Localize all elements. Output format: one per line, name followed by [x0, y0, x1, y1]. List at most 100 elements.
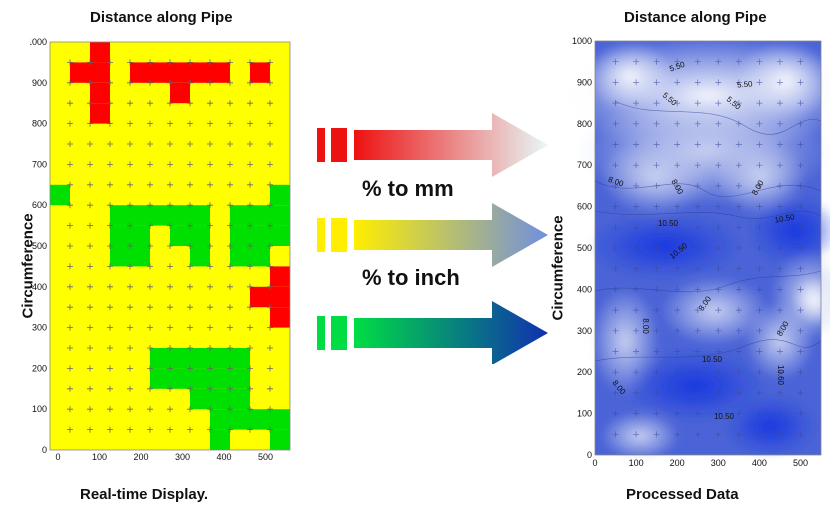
grid-cross — [147, 120, 153, 127]
grid-cross — [67, 222, 73, 229]
right-contour-plot: 5.505.505.50 5.508.00 8.00 8.0010.5010.5010… — [560, 36, 830, 468]
cell-ok — [190, 205, 210, 226]
grid-cross — [612, 58, 619, 65]
grid-cross — [715, 162, 722, 169]
grid-cross — [127, 120, 133, 127]
contour-line — [594, 339, 822, 362]
grid-cross — [147, 345, 153, 351]
grid-cross — [715, 182, 722, 189]
grid-cross — [167, 365, 173, 372]
grid-cross — [87, 181, 93, 188]
grid-cross — [674, 431, 681, 438]
cell-alert — [90, 82, 110, 104]
grid-cross — [147, 406, 153, 413]
grid-cross — [227, 243, 233, 249]
y-tick-label: 1000 — [30, 37, 47, 47]
grid-cross — [147, 304, 153, 311]
y-tick-label: 200 — [577, 367, 592, 377]
cell-ok — [230, 246, 250, 267]
grid-cross — [776, 389, 783, 396]
arrow-green — [317, 301, 548, 364]
grid-cross — [633, 327, 640, 334]
grid-cross — [187, 283, 193, 290]
cell-ok — [230, 409, 250, 430]
grid-cross — [147, 222, 153, 229]
grid-cross — [127, 79, 133, 86]
grid-cross — [247, 345, 253, 351]
grid-cross — [107, 181, 113, 188]
grid-cross — [207, 243, 213, 249]
grid-cross — [797, 182, 804, 189]
grid-cross — [653, 100, 660, 107]
grid-cross — [167, 120, 173, 127]
cell-alert — [90, 62, 110, 83]
grid-cross — [87, 222, 93, 229]
grid-cross — [107, 141, 113, 147]
grid-cross — [715, 100, 722, 107]
cell-ok — [150, 368, 170, 389]
grid-cross — [207, 202, 213, 209]
grid-cross — [653, 369, 660, 376]
grid-cross — [756, 307, 763, 314]
grid-cross — [267, 385, 273, 392]
grid-cross — [107, 161, 113, 168]
grid-cross — [756, 100, 763, 107]
grid-cross — [267, 426, 273, 433]
grid-cross — [756, 58, 763, 65]
grid-cross — [694, 120, 701, 127]
cell-ok — [270, 225, 290, 246]
grid-cross — [67, 79, 73, 86]
grid-cross — [653, 286, 660, 293]
label-percent-to-inch: % to inch — [362, 265, 460, 290]
grid-cross — [653, 245, 660, 251]
y-tick-label: 600 — [577, 202, 592, 212]
grid-cross — [67, 324, 73, 331]
grid-cross — [633, 389, 640, 396]
grid-cross — [735, 286, 742, 293]
cell-ok — [190, 225, 210, 246]
grid-cross — [207, 79, 213, 86]
cell-ok — [150, 205, 170, 226]
grid-cross — [67, 141, 73, 147]
grid-cross — [267, 243, 273, 249]
grid-cross — [127, 243, 133, 249]
x-tick-label: 500 — [258, 452, 273, 462]
grid-cross — [674, 224, 681, 231]
grid-cross — [187, 406, 193, 413]
cell-ok — [250, 225, 270, 246]
grid-cross — [147, 426, 153, 433]
grid-cross — [735, 141, 742, 148]
grid-cross — [715, 245, 722, 251]
grid-cross — [167, 324, 173, 331]
cell-ok — [130, 205, 150, 226]
grid-cross — [147, 59, 153, 66]
grid-cross — [674, 162, 681, 169]
grid-cross — [187, 243, 193, 249]
y-tick-label: 300 — [32, 323, 47, 333]
right-panel-title: Distance along Pipe — [624, 9, 767, 26]
grid-cross — [87, 324, 93, 331]
grid-cross — [797, 245, 804, 251]
grid-cross — [653, 224, 660, 231]
grid-cross — [247, 426, 253, 433]
y-tick-label: 700 — [32, 159, 47, 169]
grid-cross — [633, 431, 640, 438]
grid-cross — [715, 265, 722, 272]
grid-cross — [776, 348, 783, 355]
grid-cross — [167, 141, 173, 147]
grid-cross — [227, 222, 233, 229]
grid-cross — [715, 79, 722, 86]
grid-cross — [67, 202, 73, 209]
grid-cross — [87, 345, 93, 351]
grid-cross — [187, 222, 193, 229]
grid-cross — [187, 345, 193, 351]
grid-cross — [147, 161, 153, 168]
grid-cross — [187, 304, 193, 311]
cell-alert — [270, 286, 290, 308]
grid-cross — [653, 182, 660, 189]
grid-cross — [227, 100, 233, 107]
grid-cross — [612, 327, 619, 334]
x-tick-label: 0 — [55, 452, 60, 462]
cell-ok — [190, 368, 210, 389]
x-tick-label: 200 — [133, 452, 148, 462]
